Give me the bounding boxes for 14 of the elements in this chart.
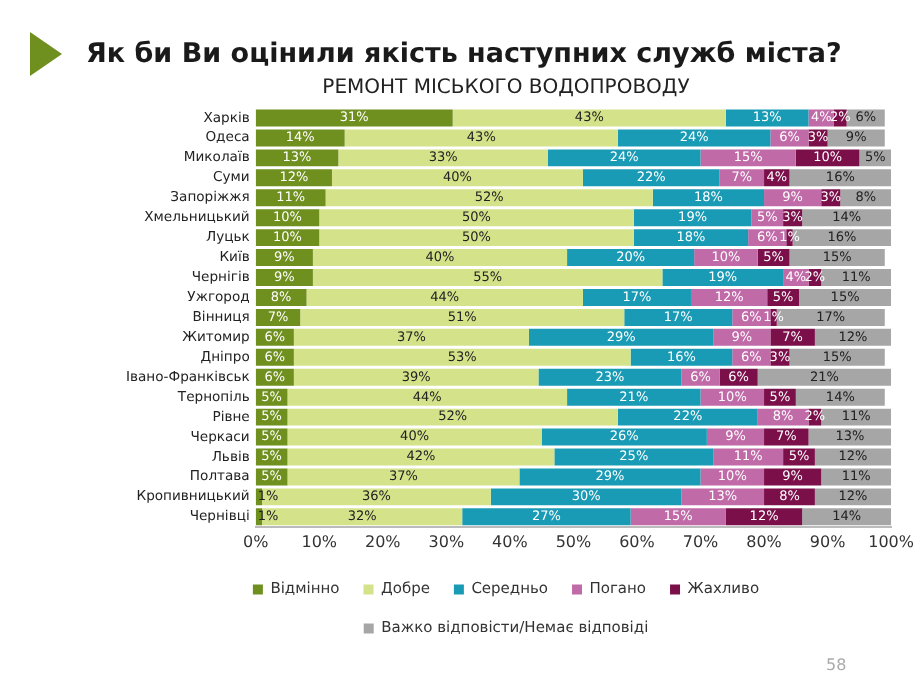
x-tick-label: 50% <box>555 532 592 551</box>
chart-subtitle: РЕМОНТ МІСЬКОГО ВОДОПРОВОДУ <box>322 77 690 100</box>
x-tick-label: 60% <box>619 532 656 551</box>
x-tick-label: 20% <box>365 532 402 551</box>
x-tick-label: 40% <box>492 532 529 551</box>
chart-title: Як би Ви оцінили якість наступних служб міста? <box>86 38 842 70</box>
text: 58 <box>826 656 847 674</box>
x-tick-label: 70% <box>682 532 720 551</box>
x-tick-label: 0% <box>243 532 270 551</box>
x-tick-label: 100% <box>868 532 915 551</box>
x-tick-label: 80% <box>746 532 783 551</box>
x-tick-label: 90% <box>809 532 847 551</box>
x-tick-label: 30% <box>428 532 465 551</box>
x-tick-label: 10% <box>301 532 338 551</box>
